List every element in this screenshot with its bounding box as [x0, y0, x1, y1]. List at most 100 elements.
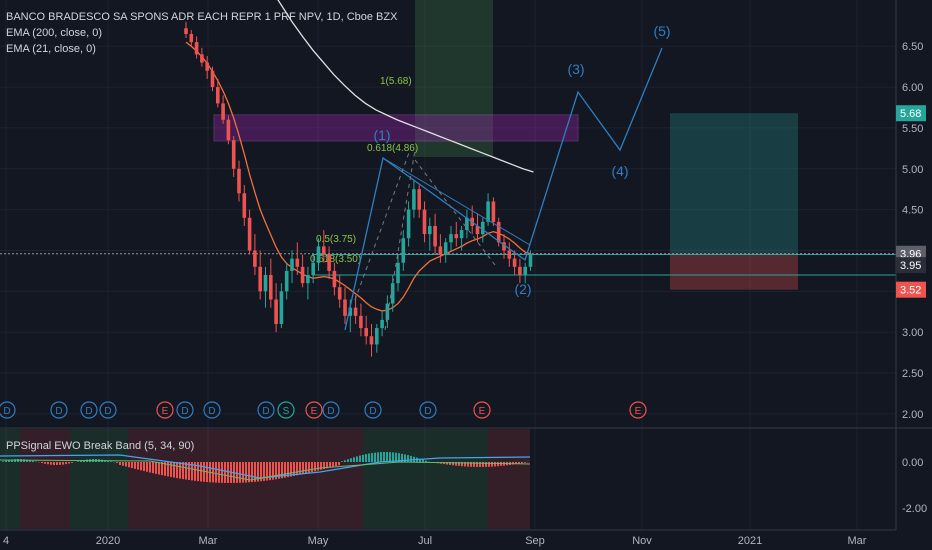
price-badge [896, 257, 926, 274]
candle-body [284, 270, 289, 292]
candle-body [507, 250, 512, 259]
event-marker [99, 401, 117, 419]
fib-label: 0.618(3.50) [310, 254, 361, 265]
price-tick-label: 5.50 [902, 123, 923, 135]
price-tick-label: 3.00 [902, 327, 923, 339]
time-tick-label: 2021 [738, 535, 762, 547]
candle-body [300, 266, 305, 284]
candle-body [390, 283, 395, 304]
candle-body [364, 328, 368, 337]
event-marker [80, 401, 98, 419]
price-badge-label: 3.95 [900, 260, 921, 272]
candle-body [306, 274, 310, 284]
price-tick-label: 2.00 [902, 409, 923, 421]
fib-label: 0.5(3.75) [316, 234, 356, 245]
candle-body [496, 221, 501, 243]
ema-21-line [185, 41, 531, 312]
candle-body [258, 266, 262, 292]
price-tick-label: 2.50 [902, 368, 923, 380]
candle-body [412, 189, 416, 210]
price-badge-label: 5.68 [900, 108, 921, 120]
price-tick-label: 5.00 [902, 164, 923, 176]
candle-body [210, 70, 215, 88]
ewo-band [20, 429, 70, 529]
wave-label: (2) [514, 281, 531, 297]
ewo-signal-line [0, 454, 531, 479]
candle-body [322, 246, 326, 255]
candle-body [337, 287, 342, 300]
wave-label: (5) [653, 23, 670, 39]
candle-body [348, 307, 353, 316]
time-tick-label: Jul [418, 535, 432, 547]
event-marker [364, 401, 382, 419]
elliott-waves: (1) (2) (3) (4) (5) [344, 23, 671, 331]
price-tick-label: 4.50 [902, 205, 923, 217]
indicator-tick-label: -2.00 [902, 503, 927, 515]
chart-legend: BANCO BRADESCO SA SPONS ADR EACH REPR 1 … [6, 9, 397, 57]
candle-body [475, 225, 480, 235]
candle-body [327, 254, 331, 271]
event-marker [277, 401, 295, 419]
time-tick-label: Mar [199, 535, 218, 547]
stop-zone [670, 253, 798, 290]
candle-body [311, 262, 315, 275]
trade-zones [0, 0, 896, 290]
candle-body [422, 209, 427, 235]
event-marker-label: D [3, 406, 10, 417]
candle-body [353, 307, 358, 316]
price-badge-label: 3.52 [900, 285, 921, 297]
event-marker-label: E [162, 406, 169, 417]
time-tick-label: Nov [632, 535, 652, 547]
wave-label: (1) [373, 127, 390, 143]
candle-body [216, 87, 220, 104]
event-marker [176, 401, 194, 419]
event-marker [0, 401, 16, 419]
candle-body [428, 225, 432, 235]
candle-body [221, 103, 225, 120]
target-zone [670, 113, 798, 254]
fib-label: 1(5.68) [380, 76, 412, 87]
candle-body [486, 201, 490, 222]
candle-body [449, 234, 453, 243]
candle-body [274, 299, 278, 325]
time-tick-label: May [308, 535, 329, 547]
candle-body [454, 234, 459, 239]
candle-body [247, 217, 252, 251]
ema-200-path [277, 0, 534, 173]
event-marker-label: D [85, 406, 92, 417]
candle-body [438, 246, 443, 255]
price-axis: 6.506.005.505.004.504.003.503.002.502.00… [895, 0, 926, 530]
candle-body [269, 274, 273, 300]
wave-path [344, 47, 663, 331]
event-marker [305, 401, 323, 419]
candle-body [205, 62, 209, 71]
time-tick-label: Mar [848, 535, 867, 547]
candle-body [523, 266, 527, 275]
ewo-band [70, 429, 128, 529]
candle-body [253, 250, 257, 267]
candle-body [417, 189, 421, 210]
candle-body [369, 336, 374, 345]
event-marker [50, 401, 68, 419]
candle-body [406, 209, 411, 239]
candle-body [401, 238, 406, 263]
event-marker-label: D [262, 406, 269, 417]
wave-label: (3) [567, 61, 584, 77]
event-marker [473, 401, 491, 419]
fib-trend-line [414, 159, 496, 266]
wave-channel [382, 157, 531, 246]
fib-label: 0.618(4.86) [367, 143, 418, 154]
price-tick-label: 6.00 [902, 82, 923, 94]
candle-body [242, 193, 247, 218]
candle-body [359, 315, 363, 329]
fib-levels: 1(5.68) 0.618(4.86) 0.5(3.75) 0.618(3.50) [310, 76, 418, 265]
event-marker [629, 401, 647, 419]
candle-body [343, 299, 347, 316]
event-marker-label: D [369, 406, 376, 417]
event-marker [156, 401, 174, 419]
event-marker-label: E [311, 406, 318, 417]
candle-body [295, 258, 300, 267]
candle-body [189, 33, 194, 43]
